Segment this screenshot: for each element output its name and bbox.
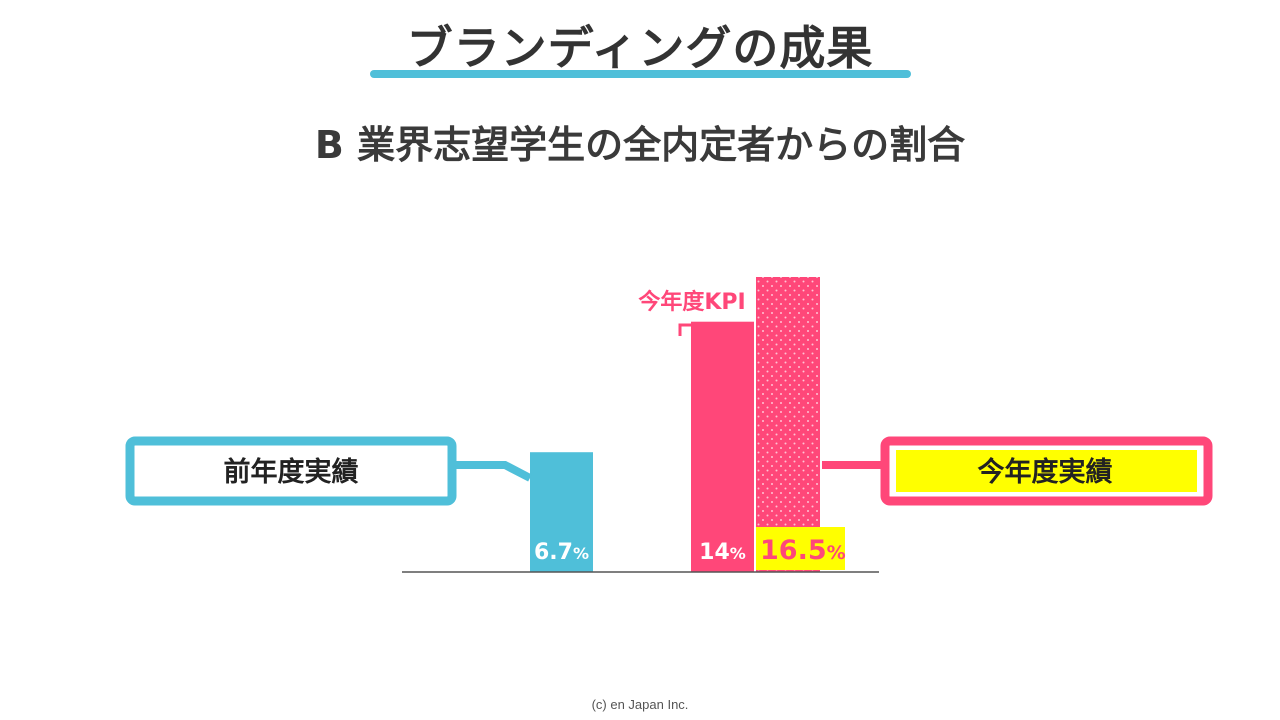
value-label-actual: 16.5% <box>760 535 846 566</box>
value-unit-kpi: % <box>730 544 746 563</box>
value-number-kpi: 14 <box>699 540 730 565</box>
copyright-text: (c) en Japan Inc. <box>591 697 689 712</box>
value-unit-prev: % <box>573 544 589 563</box>
title-underline <box>370 70 911 78</box>
actual-callout-label: 今年度実績 <box>978 456 1113 488</box>
kpi-callout-label: 今年度KPI <box>638 289 745 315</box>
actual-callout-highlight <box>896 450 1197 492</box>
bar-actual <box>756 277 820 572</box>
prev-year-callout: 前年度実績 <box>125 436 532 506</box>
actual-callout-frame <box>880 436 1213 506</box>
value-label-prev: 6.7% <box>534 540 589 565</box>
bar-prev <box>530 452 593 572</box>
prev-year-connector <box>452 461 532 482</box>
slide-title: ブランディングの成果 <box>406 21 874 75</box>
value-label-kpi: 14% <box>699 540 746 565</box>
bar-kpi <box>691 321 754 572</box>
prev-year-callout-label: 前年度実績 <box>224 456 359 488</box>
value-number-prev: 6.7 <box>534 540 573 565</box>
prev-year-callout-frame <box>125 436 457 506</box>
kpi-callout-bracket <box>678 323 692 336</box>
kpi-callout: 今年度KPI <box>638 289 746 336</box>
value-number-actual: 16.5 <box>760 535 827 566</box>
prev-year-callout-inner <box>141 450 441 492</box>
slide-subtitle: B 業界志望学生の全内定者からの割合 <box>314 123 966 167</box>
actual-callout: 今年度実績 <box>822 436 1213 506</box>
value-unit-actual: % <box>827 542 846 564</box>
value-highlight-actual <box>756 527 845 570</box>
